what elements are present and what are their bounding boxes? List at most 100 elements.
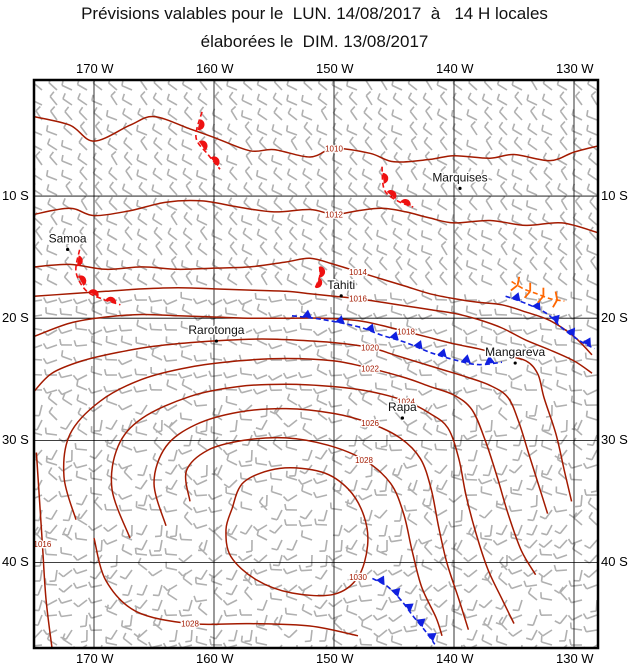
wind-barb [465, 336, 478, 346]
wind-barb [79, 226, 88, 241]
wind-barb [223, 479, 238, 489]
wind-barb [525, 410, 538, 421]
wind-barb [410, 135, 418, 151]
wind-barb [123, 151, 133, 166]
wind-barb [390, 635, 403, 646]
wind-barb [434, 539, 448, 550]
wind-barb [493, 356, 508, 364]
wind-barb [192, 479, 208, 486]
wind-barb [316, 349, 328, 361]
wind-barb [455, 509, 463, 523]
wind-barb [194, 577, 208, 586]
wind-barb [230, 105, 238, 121]
wind-barb [269, 472, 283, 481]
isobar-label: 1028 [355, 456, 373, 465]
wind-barb [463, 554, 478, 563]
wind-barb [388, 614, 403, 623]
wind-barb [181, 153, 193, 166]
wind-barb [285, 441, 298, 451]
wind-barb [110, 90, 118, 106]
wind-barb [239, 413, 253, 421]
wind-barb [225, 396, 238, 406]
wind-barb [305, 136, 313, 151]
wind-barb [422, 122, 433, 136]
wind-barb [346, 499, 358, 511]
wind-barb [87, 612, 103, 619]
wind-barb [454, 181, 463, 196]
wind-barb [134, 547, 148, 556]
wind-barb [73, 599, 88, 608]
wind-barb [223, 609, 238, 617]
wind-barb [391, 394, 403, 406]
wind-barb [512, 479, 523, 492]
wind-barb [180, 350, 193, 361]
wind-barb [197, 437, 208, 451]
wind-barb [484, 524, 493, 538]
wind-barb [289, 464, 298, 477]
wind-barb [121, 419, 133, 431]
wind-barb [180, 291, 193, 301]
trough-marker [76, 255, 83, 267]
wind-barb [301, 484, 313, 496]
isobar-label: 1020 [361, 344, 379, 353]
wind-barb [148, 549, 163, 557]
wind-barb [483, 617, 493, 631]
wind-barb [60, 139, 73, 151]
wind-barb [122, 584, 133, 597]
trough-marker [78, 275, 87, 286]
wind-barb [583, 399, 598, 406]
wind-barb [245, 150, 253, 166]
wind-barb [240, 110, 253, 121]
wind-barb [224, 307, 238, 316]
wind-barb [179, 412, 193, 421]
wind-barb [313, 311, 328, 319]
longitude-label-bottom: 140 W [436, 651, 474, 666]
wind-barb [466, 139, 478, 151]
wind-barb [358, 595, 373, 602]
wind-barb [77, 423, 88, 436]
wind-barb [193, 354, 208, 362]
wind-barb [72, 298, 88, 305]
wind-barb [406, 258, 418, 271]
wind-barb [555, 486, 568, 496]
wind-barb [209, 638, 223, 646]
wind-barb [484, 121, 493, 136]
wind-barb [424, 151, 433, 166]
wind-barb [480, 229, 493, 241]
wind-barb [168, 449, 178, 462]
wind-barb [342, 373, 358, 380]
wind-barb [286, 273, 298, 286]
island-dot [513, 361, 517, 365]
wind-barb [559, 136, 568, 151]
wind-barb [522, 343, 538, 350]
wind-barb [567, 596, 583, 604]
wind-barb [554, 338, 568, 346]
wind-barb [418, 369, 433, 377]
wind-barb [103, 326, 118, 333]
wind-barb [302, 243, 313, 256]
wind-barb [301, 228, 313, 241]
wind-barb [440, 614, 448, 628]
wind-barb [60, 215, 73, 226]
wind-barb [288, 196, 298, 211]
wind-barb [135, 524, 148, 536]
isobar-label: 1026 [361, 419, 379, 428]
wind-barb [93, 496, 103, 511]
wind-barb [511, 199, 523, 211]
isobar-label: 1016 [34, 540, 52, 549]
wind-barb [395, 166, 403, 181]
wind-barb [587, 167, 598, 181]
wind-barb [34, 389, 43, 391]
wind-barb [88, 624, 103, 632]
wind-barb [224, 547, 238, 556]
wind-barb [136, 228, 148, 241]
wind-barb [253, 554, 268, 563]
wind-barb [122, 122, 133, 136]
wind-barb [106, 214, 118, 226]
wind-barb [134, 599, 148, 610]
wind-barb [182, 167, 193, 181]
wind-barb [511, 123, 523, 136]
wind-barb [65, 449, 73, 463]
wind-barb [34, 358, 43, 361]
cold-front-triangle [485, 355, 495, 364]
